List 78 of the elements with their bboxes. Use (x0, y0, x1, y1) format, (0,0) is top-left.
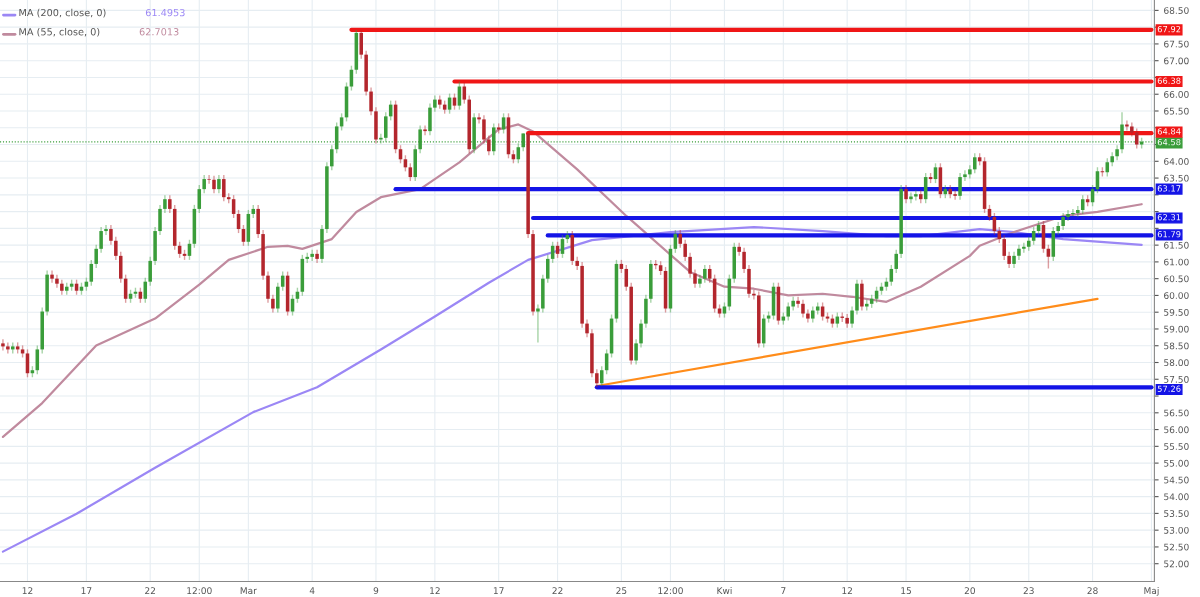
candlestick (1022, 242, 1026, 254)
x-tick-label: Kwi (717, 587, 732, 594)
x-tick-label: 28 (1087, 587, 1098, 595)
y-tick-label: 68.50 (1164, 7, 1189, 14)
x-tick-label: 12 (430, 587, 440, 594)
data-label: 67.92 (1157, 25, 1181, 33)
y-tick-label: 59.00 (1164, 325, 1189, 333)
x-tick-label: 15 (901, 587, 911, 595)
y-tick-label: 58.00 (1164, 359, 1189, 367)
candlestick (963, 169, 967, 182)
data-label: 64.84 (1157, 128, 1181, 135)
annotation: 61.4953 (145, 8, 185, 17)
y-tick-label: 60.50 (1164, 275, 1189, 283)
candlestick (6, 341, 10, 355)
ref-line-label: 64.58 (1157, 139, 1181, 146)
candlestick (796, 296, 800, 309)
y-tick-label: 54.50 (1164, 476, 1189, 484)
y-tick-label: 55.50 (1164, 443, 1189, 450)
legend-label: MA (200, close, 0) (19, 8, 106, 18)
y-tick-label: 56.50 (1164, 409, 1189, 417)
y-tick-label: 57.50 (1164, 376, 1189, 383)
x-tick-label: Maj (1144, 587, 1159, 596)
candlestick (423, 124, 427, 136)
y-tick-label: 64.00 (1164, 158, 1189, 165)
candlestick (1071, 208, 1075, 217)
line-series (1, 225, 1143, 553)
data-label: 57.26 (1157, 385, 1181, 392)
candlestick (1066, 209, 1070, 222)
y-tick-label: 67.00 (1164, 57, 1189, 65)
data-label: 63.17 (1157, 185, 1181, 192)
x-tick-label: 12:00 (187, 587, 212, 595)
x-tick-label: 22 (145, 587, 156, 594)
candlestick (104, 224, 108, 236)
candlestick (1125, 119, 1129, 132)
candlestick (1, 338, 5, 352)
y-tick-label: 55.00 (1164, 459, 1189, 467)
x-tick-label: 25 (616, 587, 627, 595)
x-tick-label: 4 (309, 587, 315, 594)
x-tick-label: 17 (493, 587, 504, 594)
candlestick (310, 249, 314, 262)
x-tick-label: 12 (842, 587, 852, 594)
data-label: 66.38 (1157, 77, 1181, 84)
x-tick-label: 12:00 (658, 587, 683, 595)
x-tick-label: 23 (1023, 587, 1034, 595)
y-tick-label: 67.50 (1164, 40, 1189, 48)
y-tick-label: 52.50 (1164, 543, 1189, 551)
data-label: 61.79 (1157, 231, 1181, 238)
y-tick-label: 60.00 (1164, 292, 1189, 299)
y-tick-label: 65.50 (1164, 107, 1189, 115)
candlestick (477, 112, 481, 125)
candlestick (1076, 205, 1080, 218)
candlestick (791, 296, 795, 312)
x-tick-label: 9 (373, 587, 379, 595)
data-label: 62.31 (1157, 214, 1181, 221)
candlestick (953, 189, 957, 201)
line-series (1, 123, 1143, 439)
y-tick-label: 59.50 (1164, 308, 1189, 316)
candlestick (50, 269, 54, 284)
x-tick-label: 22 (552, 587, 563, 594)
y-tick-label: 61.50 (1164, 241, 1189, 249)
x-tick-label: 20 (964, 587, 975, 595)
y-tick-label: 54.00 (1164, 493, 1189, 501)
y-tick-label: 63.50 (1164, 174, 1189, 182)
annotation: 62.7013 (139, 28, 179, 36)
candlestick (207, 174, 211, 185)
x-tick-label: Mar (240, 587, 257, 595)
x-tick-label: 17 (81, 587, 92, 594)
candlestick (914, 189, 918, 202)
y-tick-label: 66.00 (1164, 90, 1189, 98)
x-tick-label: 7 (781, 587, 786, 594)
x-tick-label: 12 (22, 587, 33, 594)
y-tick-label: 53.00 (1164, 526, 1189, 534)
y-tick-label: 53.50 (1164, 510, 1189, 517)
y-tick-label: 61.00 (1164, 258, 1189, 266)
legend-label: MA (55, close, 0) (19, 27, 100, 37)
y-tick-label: 58.50 (1164, 342, 1189, 350)
y-tick-label: 52.00 (1164, 560, 1189, 568)
y-tick-label: 56.00 (1164, 426, 1189, 434)
